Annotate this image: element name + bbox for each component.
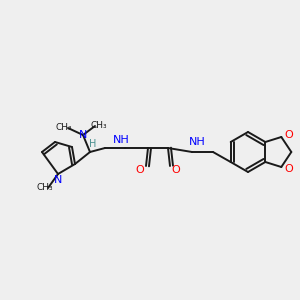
Text: N: N [54,175,62,185]
Text: O: O [284,130,293,140]
Text: O: O [172,165,180,175]
Text: O: O [284,164,293,174]
Text: CH₃: CH₃ [56,124,72,133]
Text: CH₃: CH₃ [91,122,107,130]
Text: NH: NH [112,135,129,145]
Text: CH₃: CH₃ [37,184,53,193]
Text: N: N [79,130,87,140]
Text: NH: NH [189,137,206,147]
Text: H: H [89,139,97,149]
Text: O: O [136,165,144,175]
